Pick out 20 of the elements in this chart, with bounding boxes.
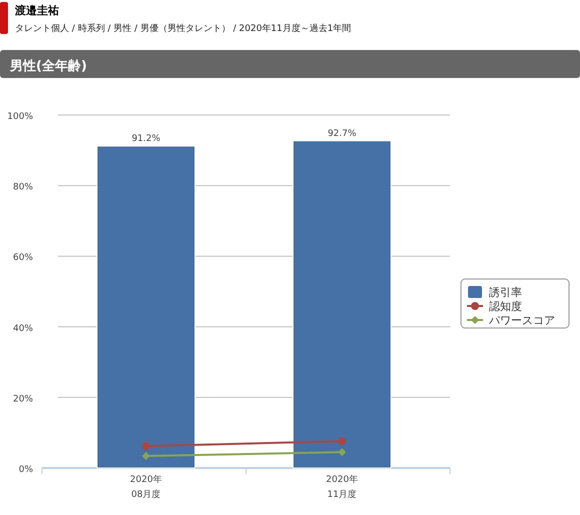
y-tick-label: 60%: [12, 253, 34, 264]
y-tick-label: 100%: [7, 112, 34, 122]
x-tick-label: 2020年 11月度: [326, 474, 358, 500]
legend-label: 認知度: [489, 300, 522, 313]
data-label: 91.2%: [132, 134, 161, 144]
legend-label: パワースコア: [488, 314, 555, 327]
y-tick-label: 80%: [12, 182, 34, 193]
data-label: 92.7%: [328, 128, 357, 139]
point: [338, 448, 346, 456]
point: [142, 442, 150, 450]
y-tick-label: 20%: [12, 394, 34, 404]
chart-title: 渡邉圭祐: [14, 4, 59, 17]
point: [338, 437, 346, 446]
picture-section-heading-band: 男性(全年齢): [0, 50, 580, 78]
chart-subtitle: タレント個人 / 時系列 / 男性 / 男優（男性タレント） / 2020年11月度～過去1年間: [15, 23, 352, 34]
y-tick-label: 40%: [12, 324, 34, 334]
legend-label: 誘引率: [489, 286, 522, 299]
x-tick-label: 2020年 08月度: [130, 474, 162, 500]
y-tick-label: 0%: [18, 465, 34, 475]
point: [142, 452, 150, 460]
